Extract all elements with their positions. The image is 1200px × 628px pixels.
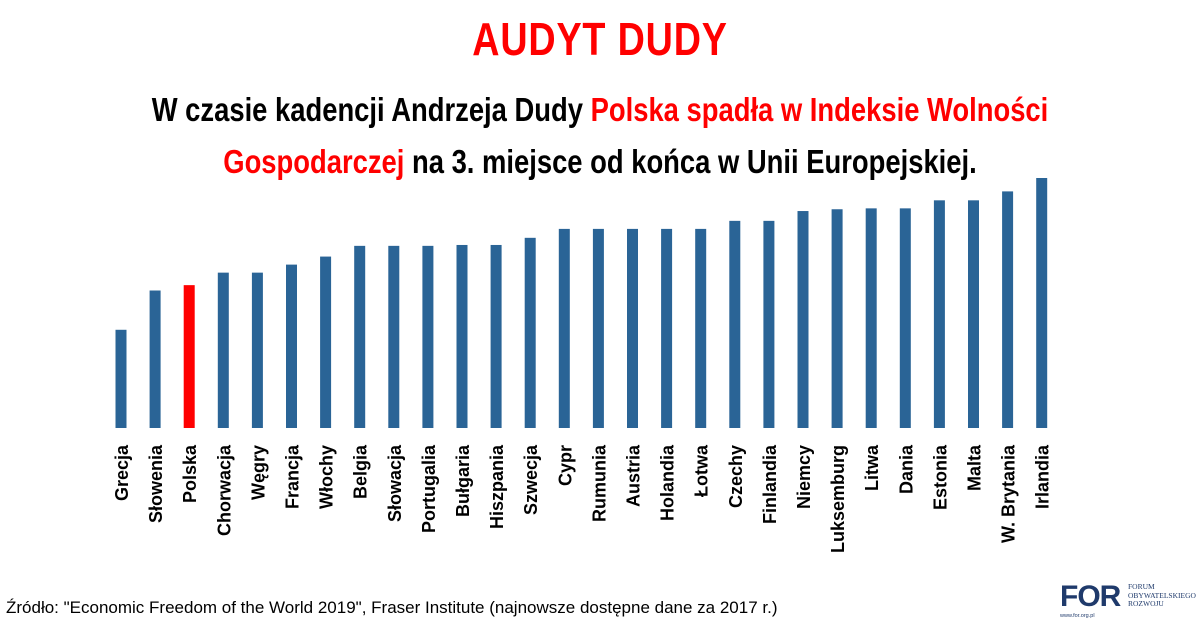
category-label-12: Szwecja <box>521 444 541 515</box>
category-label-4: Węgry <box>248 445 268 500</box>
bar-16 <box>661 228 673 428</box>
bar-22 <box>865 208 877 428</box>
bar-8 <box>388 245 400 428</box>
bar-9 <box>422 245 434 428</box>
category-label-1: Słowenia <box>146 444 166 523</box>
source-note: Źródło: "Economic Freedom of the World 2… <box>6 598 778 617</box>
bar-18 <box>729 220 741 428</box>
bar-4 <box>251 272 263 428</box>
category-label-20: Niemcy <box>794 445 814 509</box>
bar-13 <box>558 228 570 428</box>
bar-3 <box>217 272 229 428</box>
category-label-0: Grecja <box>112 444 132 501</box>
bar-1 <box>149 290 161 428</box>
bar-14 <box>592 228 604 428</box>
bar-25 <box>968 200 979 428</box>
bar-23 <box>899 208 911 428</box>
subtitle-part2: na 3. miejsce od końca w Unii Europejski… <box>404 143 977 180</box>
category-label-8: Słowacja <box>385 444 405 522</box>
bar-15 <box>627 228 638 428</box>
bar-12 <box>524 237 536 428</box>
category-label-13: Cypr <box>555 445 575 486</box>
category-label-7: Belgia <box>351 444 371 499</box>
category-label-18: Czechy <box>726 445 746 508</box>
bar-7 <box>354 245 366 428</box>
bar-0 <box>115 329 127 428</box>
subtitle-part1: W czasie kadencji Andrzeja Dudy <box>151 91 591 128</box>
bar-10 <box>456 244 468 428</box>
chart-title: AUDYT DUDY <box>472 13 728 65</box>
category-label-25: Malta <box>965 444 985 491</box>
bar-5 <box>286 264 297 428</box>
category-label-27: Irlandia <box>1033 444 1053 509</box>
category-label-3: Chorwacja <box>214 444 234 536</box>
category-label-19: Finlandia <box>760 444 780 524</box>
logo-text: FORUM OBYWATELSKIEGO ROZWOJU <box>1128 582 1196 609</box>
category-label-16: Holandia <box>658 444 678 521</box>
bar-20 <box>797 211 809 428</box>
logo-line-1: FORUM <box>1128 582 1155 591</box>
bar-24 <box>933 200 945 428</box>
logo-line-3: ROZWOJU <box>1128 599 1164 608</box>
subtitle-highlight: Polska spadła w Indeksie Wolności Gospod… <box>223 91 1049 180</box>
bar-19 <box>763 220 775 428</box>
category-label-5: Francja <box>283 444 303 509</box>
bar-6 <box>320 256 332 428</box>
category-label-2: Polska <box>180 444 200 503</box>
logo-url: www.for.org.pl <box>1060 613 1095 619</box>
category-label-6: Włochy <box>317 445 337 509</box>
category-label-24: Estonia <box>930 444 950 510</box>
for-logo: FOR FORUM OBYWATELSKIEGO ROZWOJU www.for… <box>1060 580 1196 622</box>
category-label-21: Luksemburg <box>828 445 848 553</box>
bar-27 <box>1036 178 1048 428</box>
category-label-17: Łotwa <box>692 444 712 497</box>
bar-2 <box>183 285 195 428</box>
bar-11 <box>490 244 502 428</box>
category-label-22: Litwa <box>862 444 882 491</box>
category-label-9: Portugalia <box>419 444 439 533</box>
category-label-14: Rumunia <box>589 444 609 522</box>
bar-21 <box>831 209 843 428</box>
logo-line-2: OBYWATELSKIEGO <box>1128 590 1196 600</box>
chart-subtitle: W czasie kadencji Andrzeja Dudy Polska s… <box>135 84 1065 188</box>
bar-17 <box>695 228 707 428</box>
category-label-10: Bułgaria <box>453 444 473 517</box>
category-label-11: Hiszpania <box>487 444 507 529</box>
category-label-26: W. Brytania <box>999 444 1019 543</box>
category-label-23: Dania <box>896 444 916 494</box>
bar-26 <box>1002 191 1014 428</box>
logo-mark: FOR <box>1060 580 1121 613</box>
category-label-15: Austria <box>624 444 644 507</box>
